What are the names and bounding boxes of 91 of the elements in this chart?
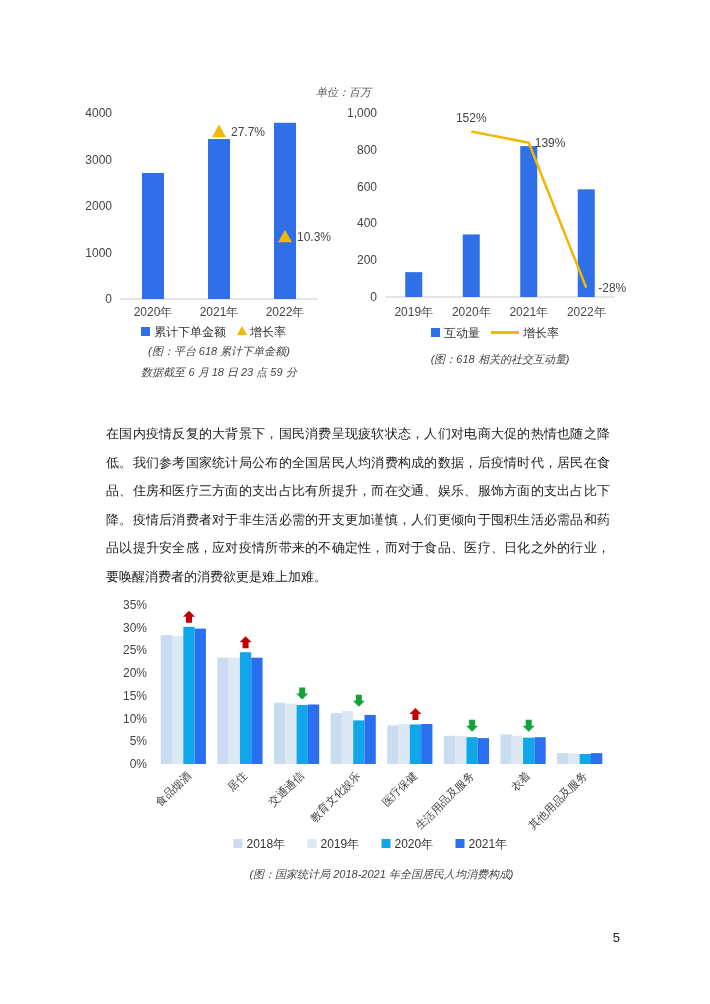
bar <box>477 738 490 764</box>
x-tick-label: 2022年 <box>265 305 305 319</box>
bar <box>455 735 467 764</box>
text: 5 <box>611 930 620 945</box>
y-tick-label: 400 <box>356 216 378 231</box>
x-tick-label: 衣着 <box>508 768 533 793</box>
bar <box>228 657 240 764</box>
x-tick-label: 食品烟酒 <box>153 768 193 809</box>
bar <box>421 724 433 764</box>
bar <box>183 626 195 764</box>
y-axis-title: 单位：百万 <box>316 86 373 98</box>
bar <box>273 702 286 764</box>
bar <box>330 713 342 764</box>
bar <box>160 634 173 764</box>
data-label: 27.7% <box>231 124 266 139</box>
y-tick-label: 35% <box>122 598 148 612</box>
y-tick-label: 10% <box>122 711 148 726</box>
bar <box>172 635 184 764</box>
bar <box>387 725 399 764</box>
bar <box>534 737 546 764</box>
y-tick-label: 600 <box>356 179 378 194</box>
bar <box>364 714 376 764</box>
data-label: 152% <box>455 111 487 126</box>
y-tick-label: 5% <box>129 734 148 749</box>
bar <box>466 737 478 764</box>
bar <box>217 657 229 764</box>
x-tick-label: 医疗保健 <box>379 768 420 809</box>
bar <box>590 753 603 764</box>
bar <box>579 754 591 764</box>
x-tick-label: 居住 <box>225 768 250 793</box>
x-tick-label: 教育文化娱乐 <box>307 768 363 825</box>
legend-label: 增长率 <box>522 326 559 340</box>
y-tick-label: 1,000 <box>346 106 378 120</box>
y-tick-label: 4000 <box>85 106 113 120</box>
bar <box>462 234 480 297</box>
bar <box>523 737 535 764</box>
x-tick-label: 2022年 <box>566 305 606 319</box>
bar <box>409 724 422 764</box>
y-tick-label: 3000 <box>85 152 113 167</box>
bar <box>577 189 595 297</box>
legend-label: 增长率 <box>249 325 286 339</box>
x-tick-label: 2020年 <box>133 305 173 319</box>
text: (图：618 相关的社交互动量) <box>430 353 570 365</box>
bar <box>520 146 538 297</box>
y-tick-label: 800 <box>356 142 378 157</box>
bar <box>142 172 164 299</box>
bar <box>285 703 297 764</box>
text: 数据截至 6 月 18 日 23 点 59 分 <box>141 366 298 378</box>
bar <box>274 122 296 299</box>
bar <box>353 720 365 764</box>
bar <box>500 734 512 764</box>
bar <box>239 652 252 764</box>
bar <box>511 735 524 764</box>
y-tick-label: 30% <box>122 620 148 635</box>
bar <box>443 735 456 764</box>
text: (图：国家统计局 2018-2021 年全国居民人均消费构成) <box>249 868 514 880</box>
data-label: 10.3% <box>297 229 332 244</box>
legend-label: 互动量 <box>444 326 480 340</box>
y-tick-label: 0 <box>370 290 378 304</box>
data-label: 139% <box>534 135 566 150</box>
y-tick-label: 2000 <box>85 199 113 213</box>
bar <box>405 272 423 297</box>
legend-label: 累计下单金额 <box>154 325 226 339</box>
bar <box>307 704 320 764</box>
text: (图：平台 618 累计下单金额) <box>148 345 291 357</box>
y-tick-label: 0 <box>105 292 113 306</box>
text: 在国内疫情反复的大背景下，国民消费呈现疲软状态，人们对电商大促的热情也随之降低。我们参考国家统计局公布的全国居民人均消费构成的数据，后疫情时代，居民在食品、住房和医疗三方面的支出占比有所提升，而在交通、娱乐、服饰方面的支出占比下降。疫情后消费者对于非生活必需的开支更加谨慎，人们更倾向于囤积生活必需品和药品以提升安全感，应对疫情所带来的不确定性，而对于食品、医疗、日化之外的行业，要唤醒消费者的消费欲更是难上加难。 <box>106 425 610 586</box>
legend-label: 2019年 <box>320 837 360 851</box>
x-tick-label: 2021年 <box>199 305 239 319</box>
y-tick-label: 1000 <box>85 245 113 260</box>
bar <box>194 628 206 764</box>
y-tick-label: 25% <box>122 643 148 658</box>
bar <box>398 724 410 764</box>
bar <box>557 753 569 764</box>
x-tick-label: 交通通信 <box>266 768 306 809</box>
y-tick-label: 20% <box>122 666 148 681</box>
legend-label: 2021年 <box>468 837 508 851</box>
bar <box>296 704 308 764</box>
legend-label: 2018年 <box>246 837 286 851</box>
bar <box>208 139 230 299</box>
legend-label: 2020年 <box>394 837 434 851</box>
x-tick-label: 2019年 <box>394 305 434 319</box>
x-tick-label: 2021年 <box>509 305 549 319</box>
data-label: -28% <box>598 280 627 295</box>
bar <box>341 710 354 764</box>
bar <box>568 753 580 764</box>
y-tick-label: 0% <box>129 757 148 771</box>
y-tick-label: 200 <box>356 253 378 268</box>
y-tick-label: 15% <box>122 688 148 703</box>
bar <box>251 657 263 764</box>
x-tick-label: 2020年 <box>451 305 491 319</box>
